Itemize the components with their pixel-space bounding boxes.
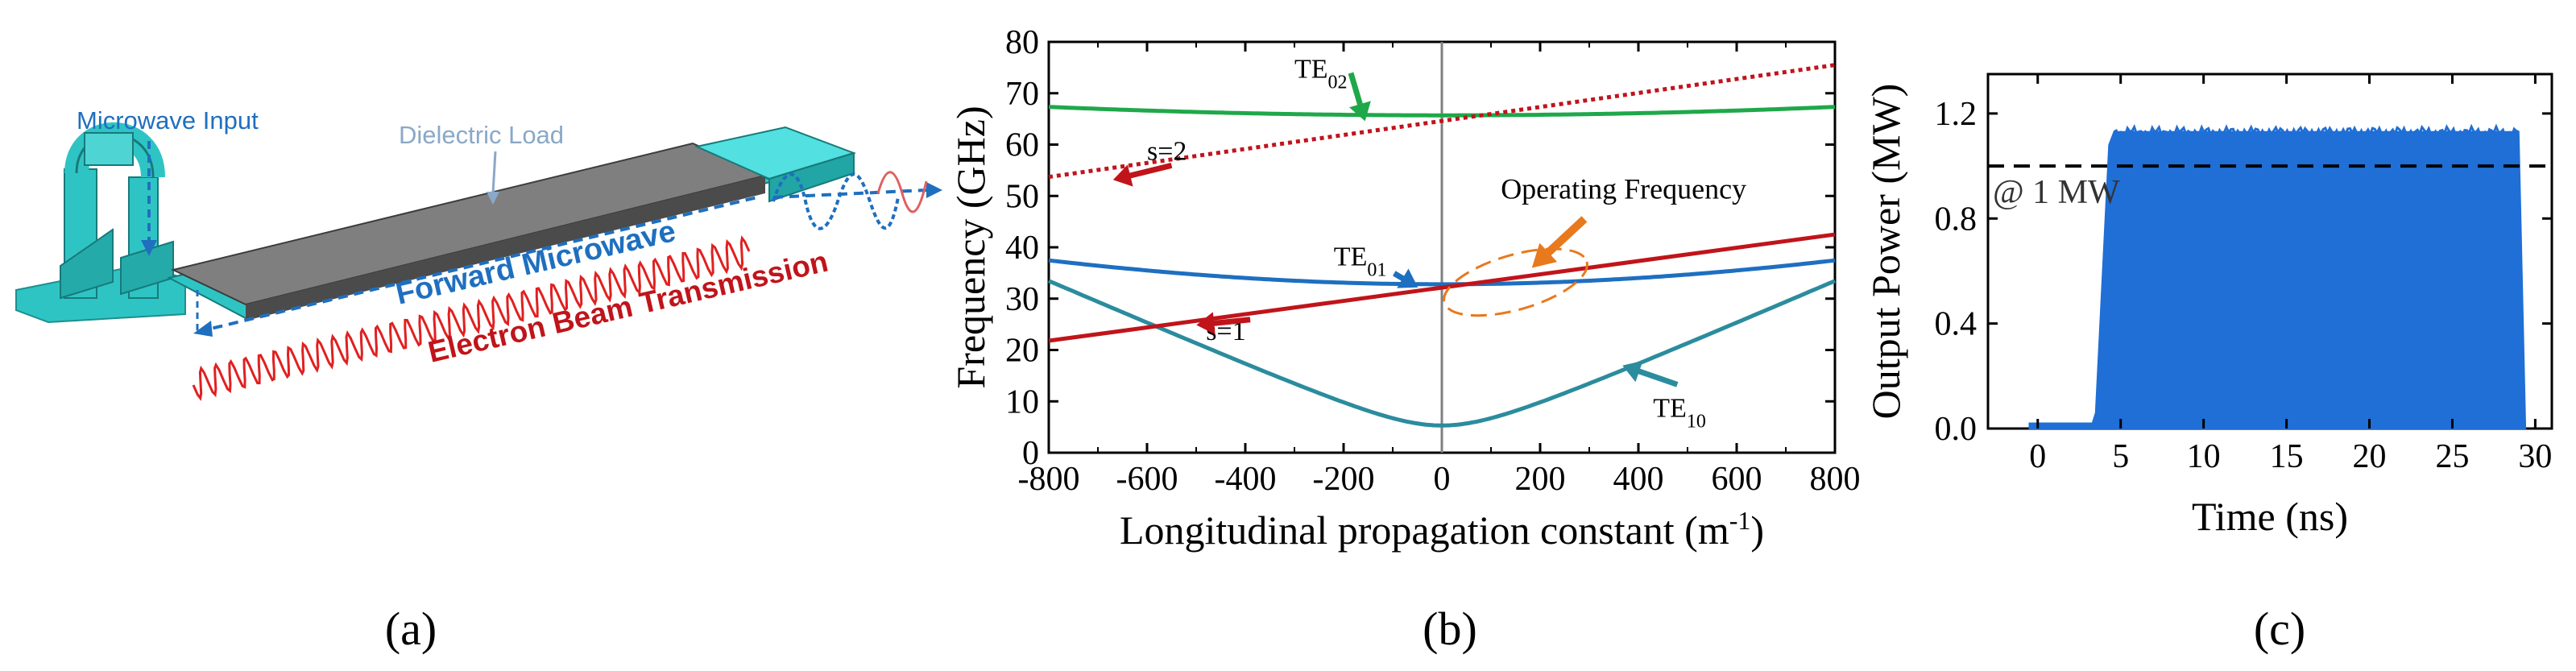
series-label-TE10: TE10 [1653,393,1706,432]
series-line-TE10 [1048,279,1836,428]
panel-a-diagram: Microwave Input Dielectric Load Forward … [15,106,942,401]
y-tick-label: 1.2 [1935,96,1978,133]
series-label-s=2: s=2 [1147,137,1187,167]
panel-label-a: (a) [385,603,437,655]
one-mw-label: @ 1 MW [1993,174,2120,211]
dispersion-x-label: Longitudinal propagation constant (m-1) [1120,506,1764,553]
y-tick-label: 0.0 [1935,411,1978,448]
series-pointer-head-s=2 [1112,164,1133,187]
x-tick-label: -600 [1116,461,1178,498]
x-tick-label: 600 [1712,461,1762,498]
power-series [2028,123,2527,429]
dispersion-ticks: -800 -600 -400 -200 0 200 400 600 800 0 10 20 30 40 50… [1005,24,1861,498]
y-tick-label: 70 [1005,76,1039,113]
y-tick-label: 80 [1005,24,1039,61]
x-tick-label: 30 [2518,438,2552,475]
power-ticks: 0 5 10 15 20 25 30 0.0 0.4 0.8 1.2 [1935,74,2552,475]
series-line-s=1 [1048,232,1836,343]
series-label-TE01: TE01 [1334,242,1387,280]
x-tick-label: 0 [2029,438,2046,475]
series-pointer-head-TE02 [1349,101,1371,122]
operating-frequency-label: Operating Frequency [1501,172,1746,205]
dispersion-y-label: Frequency (GHz) [948,106,993,388]
power-x-label: Time (ns) [2192,494,2348,539]
series-pointer-head-TE01 [1397,268,1418,288]
x-tick-label: -400 [1215,461,1277,498]
series-line-TE01 [1048,258,1836,287]
x-tick-label: 0 [1434,461,1451,498]
series-pointer-head-s=1 [1196,312,1216,335]
power-top-edge [2113,123,2520,141]
operating-arrow-head [1531,242,1558,268]
y-tick-label: 40 [1005,230,1039,267]
input-coupler [60,122,174,300]
x-tick-label: 15 [2270,438,2304,475]
x-tick-label: 10 [2187,438,2221,475]
x-tick-label: 200 [1515,461,1566,498]
x-tick-label: -800 [1018,461,1080,498]
output-wave [772,172,900,230]
y-tick-label: 30 [1005,281,1039,318]
output-red-wave [876,171,928,213]
x-tick-label: 20 [2353,438,2387,475]
x-tick-label: 400 [1613,461,1664,498]
x-tick-label: 25 [2435,438,2469,475]
series-line-s=2 [1048,63,1836,180]
power-y-label: Output Power (MW) [1863,84,1908,420]
dispersion-chart: -800 -600 -400 -200 0 200 400 600 800 0 10 20 30 40 50… [948,24,1861,553]
x-tick-label: 800 [1810,461,1861,498]
series-line-TE02 [1048,105,1836,118]
y-tick-label: 60 [1005,127,1039,164]
power-area [2028,130,2527,429]
dielectric-load-label: Dielectric Load [399,121,564,149]
x-tick-label: 5 [2112,438,2129,475]
y-tick-label: 0 [1022,435,1039,472]
y-tick-label: 20 [1005,333,1039,370]
x-tick-label: -200 [1313,461,1375,498]
y-tick-label: 10 [1005,383,1039,420]
y-tick-label: 0.4 [1935,306,1978,343]
y-tick-label: 0.8 [1935,201,1978,238]
series-label-TE02: TE02 [1294,55,1348,93]
output-power-chart: @ 1 MW 0 5 10 15 20 25 30 0.0 0.4 0.8 1.2 Output P… [1863,72,2553,539]
y-tick-label: 50 [1005,178,1039,215]
microwave-input-label: Microwave Input [77,106,259,135]
series-pointer-head-TE10 [1622,360,1643,383]
electron-beam-wave [192,235,751,401]
panel-label-c: (c) [2254,603,2305,655]
panel-label-b: (b) [1423,603,1477,655]
